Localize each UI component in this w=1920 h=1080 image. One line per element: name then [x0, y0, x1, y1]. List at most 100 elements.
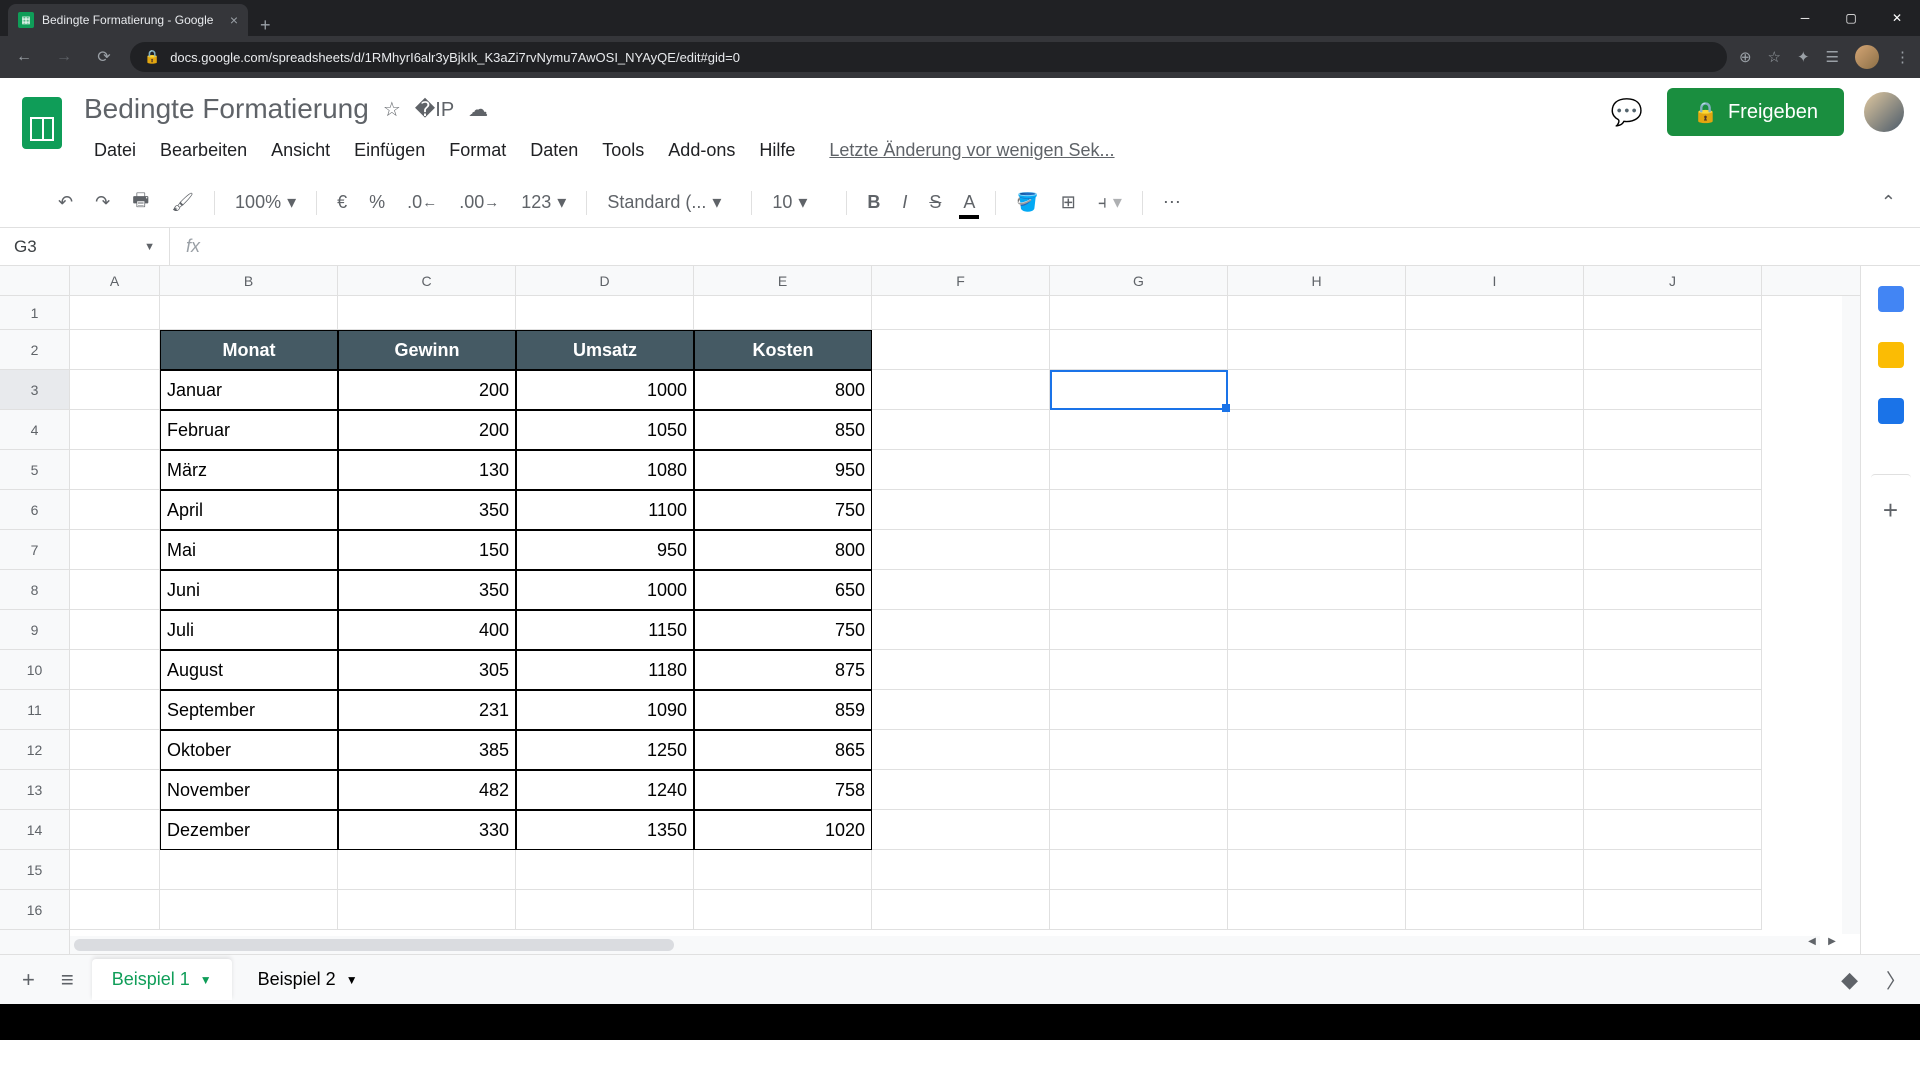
cell[interactable]	[1050, 570, 1228, 610]
cell[interactable]	[1406, 850, 1584, 890]
close-tab-icon[interactable]: ×	[230, 12, 238, 28]
forward-button[interactable]: →	[50, 48, 78, 66]
cell[interactable]	[1584, 650, 1762, 690]
cell[interactable]: 305	[338, 650, 516, 690]
cell[interactable]	[1406, 330, 1584, 370]
cell[interactable]	[1406, 490, 1584, 530]
cell[interactable]	[1050, 330, 1228, 370]
reload-button[interactable]: ⟳	[90, 47, 118, 67]
column-header[interactable]: I	[1406, 266, 1584, 295]
cell[interactable]	[1406, 890, 1584, 930]
more-button[interactable]: ⋯	[1155, 186, 1189, 219]
cell[interactable]	[694, 890, 872, 930]
cell[interactable]: Mai	[160, 530, 338, 570]
cell[interactable]: 800	[694, 370, 872, 410]
cell[interactable]: 350	[338, 570, 516, 610]
cell[interactable]	[160, 890, 338, 930]
cell[interactable]	[1584, 450, 1762, 490]
redo-button[interactable]: ↷	[87, 186, 118, 219]
percent-button[interactable]: %	[361, 186, 393, 219]
column-header[interactable]: A	[70, 266, 160, 295]
menu-tools[interactable]: Tools	[592, 136, 654, 165]
cell[interactable]: 750	[694, 490, 872, 530]
cell[interactable]: 1000	[516, 370, 694, 410]
zoom-icon[interactable]: ⊕	[1739, 48, 1752, 66]
cell[interactable]	[694, 296, 872, 330]
add-sheet-button[interactable]: +	[14, 959, 43, 1001]
cell[interactable]	[872, 770, 1050, 810]
cell[interactable]	[1406, 410, 1584, 450]
cell[interactable]: 859	[694, 690, 872, 730]
cell[interactable]: 1090	[516, 690, 694, 730]
cell[interactable]: 231	[338, 690, 516, 730]
text-color-button[interactable]: A	[955, 186, 983, 219]
merge-button[interactable]: ⫞ ▾	[1090, 186, 1130, 219]
menu-edit[interactable]: Bearbeiten	[150, 136, 257, 165]
cell[interactable]	[872, 690, 1050, 730]
cell[interactable]	[70, 570, 160, 610]
profile-avatar[interactable]	[1864, 92, 1904, 132]
cell[interactable]	[70, 850, 160, 890]
cell[interactable]	[70, 890, 160, 930]
cell[interactable]: 400	[338, 610, 516, 650]
cell[interactable]	[1584, 730, 1762, 770]
row-header[interactable]: 3	[0, 370, 69, 410]
cell[interactable]	[338, 890, 516, 930]
cell[interactable]	[1228, 650, 1406, 690]
cell[interactable]	[70, 650, 160, 690]
cell[interactable]	[1228, 410, 1406, 450]
cell[interactable]	[70, 296, 160, 330]
browser-tab[interactable]: ▦ Bedingte Formatierung - Google ×	[8, 4, 248, 36]
browser-menu-icon[interactable]: ⋮	[1895, 48, 1910, 66]
row-header[interactable]: 14	[0, 810, 69, 850]
cell[interactable]	[1406, 570, 1584, 610]
row-header[interactable]: 10	[0, 650, 69, 690]
cell[interactable]	[1050, 850, 1228, 890]
cell[interactable]: Januar	[160, 370, 338, 410]
cell[interactable]	[1050, 410, 1228, 450]
zoom-dropdown[interactable]: 100%▾	[227, 186, 304, 219]
row-header[interactable]: 4	[0, 410, 69, 450]
cell[interactable]	[1584, 530, 1762, 570]
cell[interactable]	[516, 296, 694, 330]
cell[interactable]: 1180	[516, 650, 694, 690]
cell[interactable]	[1584, 370, 1762, 410]
decrease-decimal-button[interactable]: .0←	[399, 186, 445, 219]
row-header[interactable]: 9	[0, 610, 69, 650]
cell[interactable]	[872, 650, 1050, 690]
cell[interactable]	[872, 450, 1050, 490]
cell[interactable]: Juni	[160, 570, 338, 610]
cell[interactable]: Umsatz	[516, 330, 694, 370]
cell[interactable]: 150	[338, 530, 516, 570]
cell[interactable]	[1228, 530, 1406, 570]
row-header[interactable]: 2	[0, 330, 69, 370]
column-header[interactable]: D	[516, 266, 694, 295]
cell[interactable]	[1584, 330, 1762, 370]
star-icon[interactable]: ☆	[383, 97, 401, 122]
borders-button[interactable]: ⊞	[1053, 186, 1084, 219]
row-header[interactable]: 11	[0, 690, 69, 730]
undo-button[interactable]: ↶	[50, 186, 81, 219]
cell[interactable]: 1150	[516, 610, 694, 650]
cell[interactable]	[516, 850, 694, 890]
cell[interactable]	[872, 570, 1050, 610]
cell[interactable]	[694, 850, 872, 890]
cell[interactable]: Gewinn	[338, 330, 516, 370]
column-header[interactable]: F	[872, 266, 1050, 295]
number-format-dropdown[interactable]: 123▾	[513, 186, 574, 219]
cell[interactable]: Februar	[160, 410, 338, 450]
print-button[interactable]: 🖶	[124, 182, 157, 224]
cell[interactable]	[1406, 296, 1584, 330]
cell[interactable]	[1050, 890, 1228, 930]
cell[interactable]	[872, 410, 1050, 450]
cell[interactable]	[1406, 690, 1584, 730]
close-window-button[interactable]: ✕	[1874, 0, 1920, 36]
cell[interactable]	[338, 850, 516, 890]
cell[interactable]	[70, 610, 160, 650]
cell[interactable]	[516, 890, 694, 930]
paint-format-button[interactable]: 🖌	[163, 186, 202, 219]
cell[interactable]	[1050, 610, 1228, 650]
cell[interactable]: November	[160, 770, 338, 810]
cell[interactable]: 1000	[516, 570, 694, 610]
cell[interactable]: 350	[338, 490, 516, 530]
